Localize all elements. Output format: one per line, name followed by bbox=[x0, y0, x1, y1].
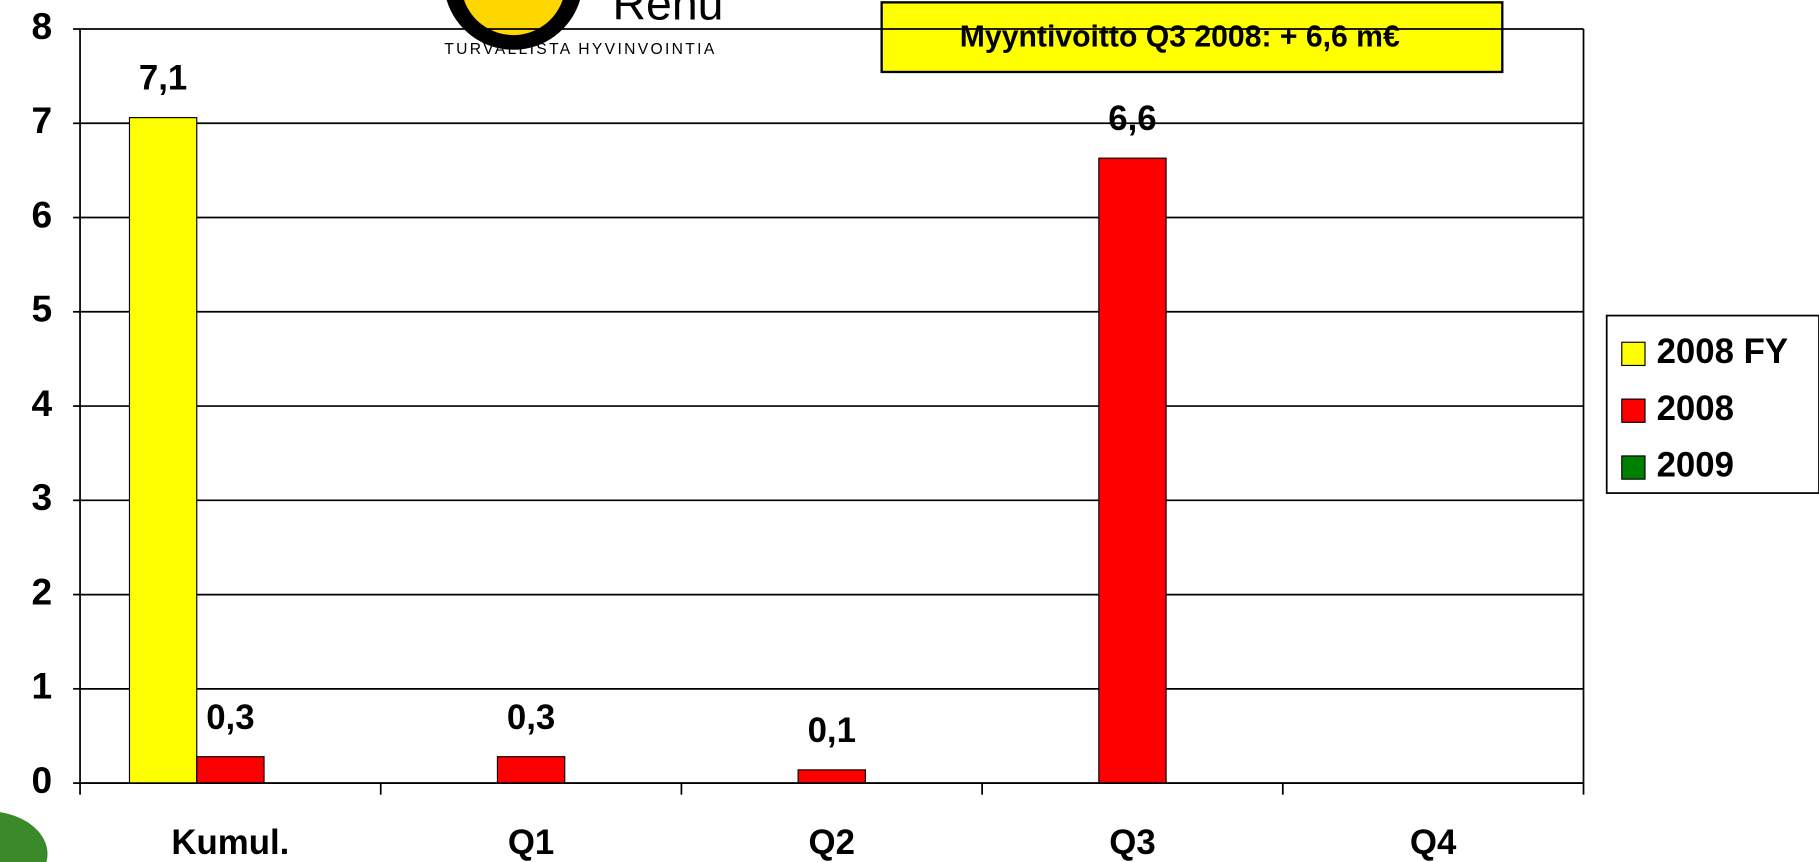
logo-name: Renu bbox=[613, 0, 724, 29]
data-label: 0,1 bbox=[808, 711, 856, 750]
data-label: 6,6 bbox=[1108, 99, 1156, 138]
y-tick-label: 7 bbox=[32, 99, 53, 141]
leaf-decoration bbox=[0, 812, 48, 862]
legend-swatch bbox=[1621, 341, 1646, 367]
x-tick-label: Q3 bbox=[1109, 823, 1155, 862]
data-label: 0,3 bbox=[507, 698, 555, 737]
y-tick-label: 5 bbox=[32, 288, 53, 330]
annotation: Myyntivoitto Q3 2008: + 6,6 m€ bbox=[960, 20, 1400, 53]
x-tick-label: Kumul. bbox=[171, 823, 289, 862]
y-tick-label: 0 bbox=[32, 759, 53, 801]
bar bbox=[496, 756, 566, 784]
x-tick-label: Q2 bbox=[809, 823, 855, 862]
x-tick-label: Q1 bbox=[508, 823, 554, 862]
legend-label: 2008 FY bbox=[1657, 332, 1789, 371]
logo-mark-inner bbox=[464, 0, 563, 36]
bar bbox=[196, 756, 265, 784]
logo-tagline: TURVALLISTA HYVINVOINTIA bbox=[444, 41, 716, 58]
data-label: 0,3 bbox=[206, 698, 254, 737]
data-label: 7,1 bbox=[139, 59, 187, 98]
y-tick-label: 8 bbox=[32, 5, 53, 47]
y-tick-label: 4 bbox=[32, 382, 53, 424]
legend-swatch bbox=[1621, 455, 1646, 480]
y-tick-label: 6 bbox=[32, 193, 53, 235]
legend-swatch bbox=[1621, 398, 1646, 423]
annotation-box bbox=[880, 1, 1504, 74]
y-tick-label: 3 bbox=[32, 476, 53, 518]
bar bbox=[1098, 157, 1167, 784]
y-tick-label: 2 bbox=[32, 570, 53, 612]
x-tick-label: Q4 bbox=[1410, 823, 1457, 862]
bar bbox=[128, 117, 198, 784]
bar bbox=[797, 769, 866, 784]
legend-label: 2008 bbox=[1657, 389, 1734, 428]
y-tick-label: 1 bbox=[32, 665, 53, 707]
legend-label: 2009 bbox=[1657, 446, 1734, 485]
